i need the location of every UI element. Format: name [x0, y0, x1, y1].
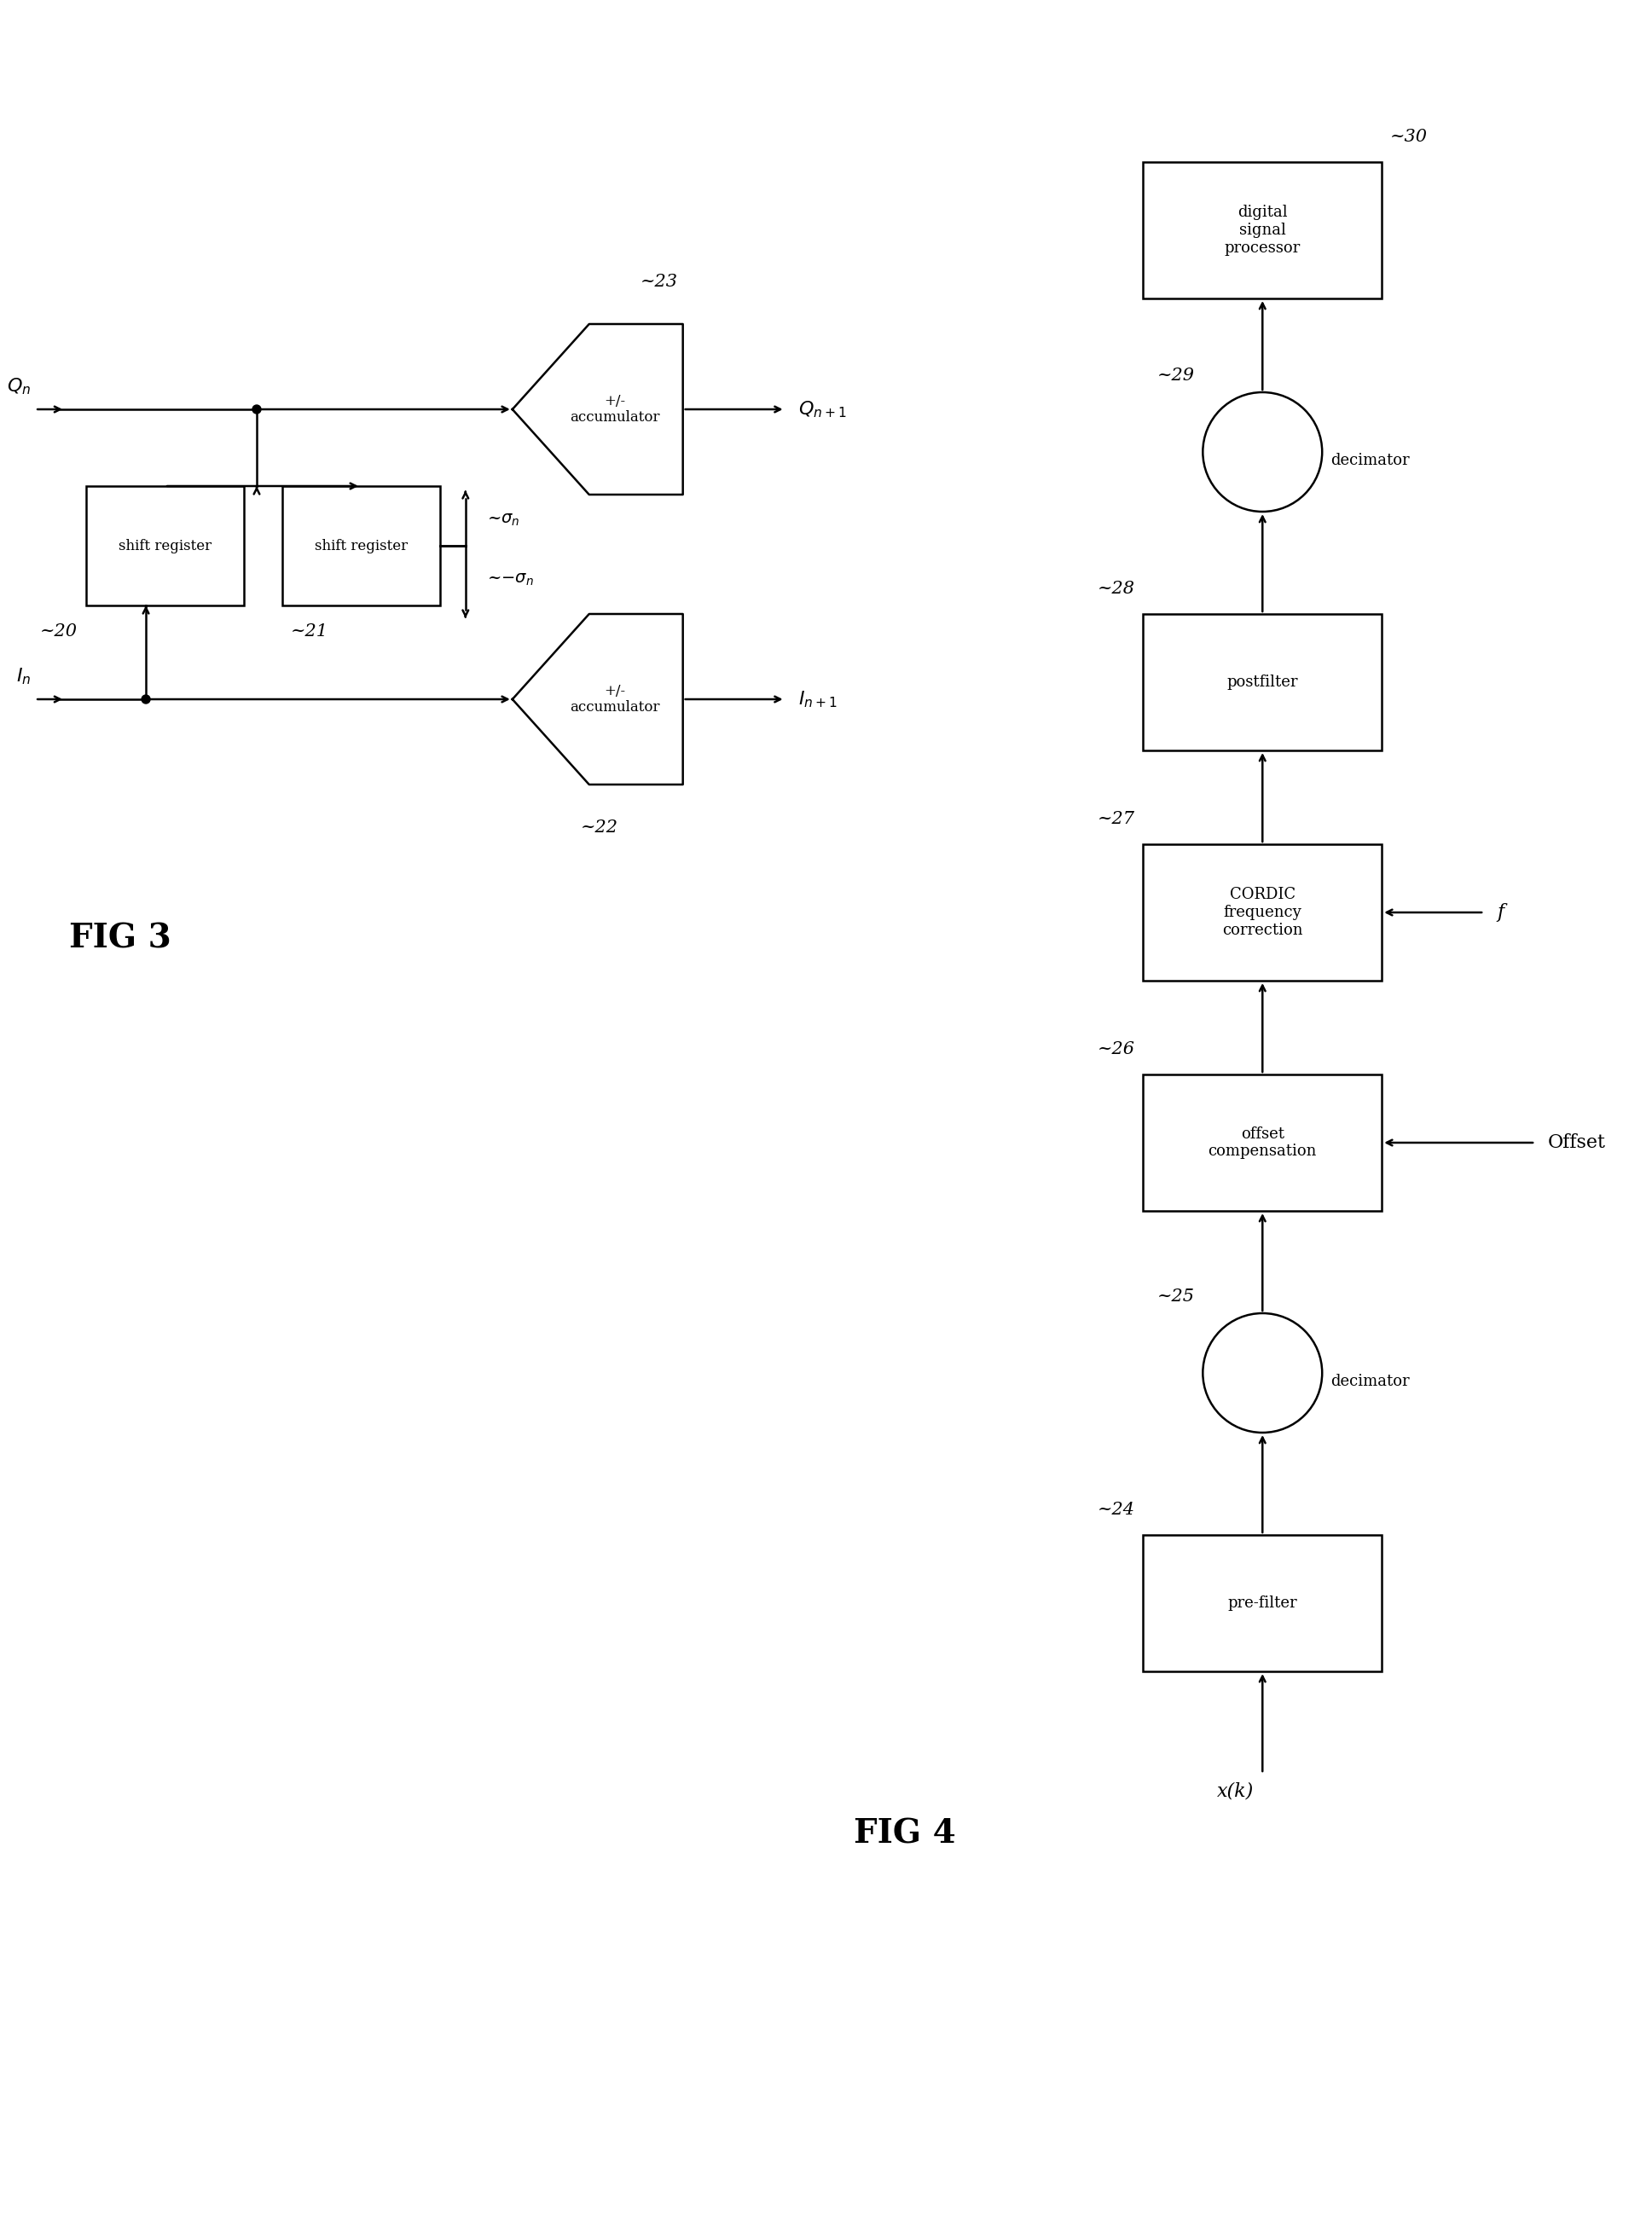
- Text: x(k): x(k): [1218, 1781, 1254, 1801]
- Text: $Q_{n+1}$: $Q_{n+1}$: [798, 399, 846, 419]
- Text: decimator: decimator: [1330, 452, 1409, 468]
- Circle shape: [253, 406, 261, 413]
- Text: $I_n$: $I_n$: [17, 665, 31, 685]
- Bar: [1143, 845, 1381, 980]
- Bar: [1143, 1535, 1381, 1672]
- Text: ~26: ~26: [1097, 1040, 1135, 1058]
- Text: decimator: decimator: [1330, 1373, 1409, 1388]
- Text: ~27: ~27: [1097, 810, 1135, 827]
- Text: ~$-\sigma_n$: ~$-\sigma_n$: [487, 572, 534, 588]
- Circle shape: [142, 694, 150, 703]
- Text: ~23: ~23: [641, 273, 677, 291]
- Text: CORDIC
frequency
correction: CORDIC frequency correction: [1222, 887, 1303, 938]
- Text: ~29: ~29: [1156, 368, 1194, 384]
- Text: +/-
accumulator: +/- accumulator: [570, 395, 659, 426]
- Text: $Q_n$: $Q_n$: [7, 377, 31, 397]
- Text: FIG 3: FIG 3: [69, 923, 172, 954]
- Bar: [86, 486, 244, 606]
- Text: ~24: ~24: [1097, 1502, 1135, 1517]
- Text: Offset: Offset: [1548, 1133, 1606, 1151]
- Text: ~20: ~20: [40, 623, 78, 639]
- Bar: [1143, 162, 1381, 299]
- Text: pre-filter: pre-filter: [1227, 1595, 1297, 1610]
- Text: offset
compensation: offset compensation: [1208, 1127, 1317, 1160]
- Bar: [1143, 614, 1381, 750]
- Bar: [282, 486, 439, 606]
- Text: +/-
accumulator: +/- accumulator: [570, 683, 659, 714]
- Text: f: f: [1497, 903, 1503, 923]
- Text: shift register: shift register: [119, 539, 211, 552]
- Text: shift register: shift register: [314, 539, 408, 552]
- Text: ~28: ~28: [1097, 581, 1135, 597]
- Text: ~22: ~22: [580, 818, 618, 836]
- Text: digital
signal
processor: digital signal processor: [1224, 204, 1300, 255]
- Text: ~$\sigma_n$: ~$\sigma_n$: [487, 512, 520, 528]
- Text: $I_{n+1}$: $I_{n+1}$: [798, 690, 838, 710]
- Text: ~25: ~25: [1156, 1289, 1194, 1304]
- Text: postfilter: postfilter: [1227, 674, 1298, 690]
- Text: ~21: ~21: [291, 623, 329, 639]
- Bar: [1143, 1074, 1381, 1211]
- Text: FIG 4: FIG 4: [854, 1817, 955, 1850]
- Text: ~30: ~30: [1391, 129, 1427, 144]
